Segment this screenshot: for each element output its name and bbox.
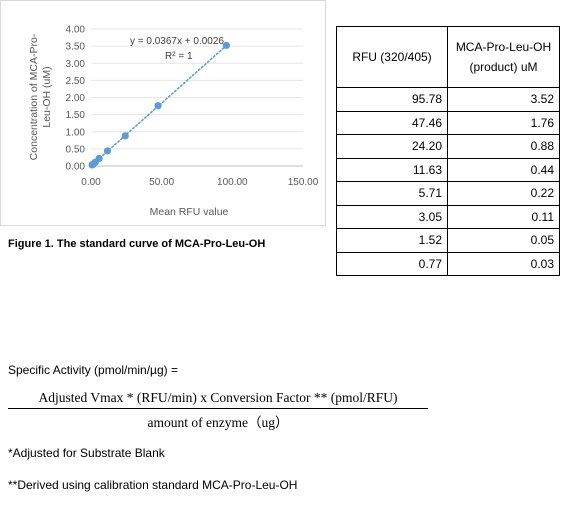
- rfu-cell: 5.71: [336, 181, 448, 206]
- rfu-cell: 0.77: [336, 251, 448, 276]
- table-row: 5.71 0.22: [336, 181, 560, 206]
- data-points: [88, 41, 230, 169]
- concentration-cell: 0.05: [447, 228, 560, 253]
- rfu-cell: 11.63: [336, 157, 448, 182]
- specific-activity-label: Specific Activity (pmol/min/µg) =: [8, 363, 178, 377]
- y-tick-label: 2.00: [66, 93, 86, 104]
- trendline: [90, 44, 228, 167]
- y-tick-label: 2.50: [66, 76, 86, 87]
- y-tick-label: 0.00: [66, 162, 86, 173]
- y-tick-label: 1.00: [66, 127, 86, 138]
- table-row: 3.05 0.11: [336, 204, 560, 229]
- r-squared-label: R² = 1: [165, 51, 193, 62]
- data-point: [154, 102, 162, 110]
- figure-caption: Figure 1. The standard curve of MCA-Pro-…: [8, 238, 266, 250]
- standard-curve-chart: 0.00 0.50 1.00 1.50 2.00 2.50 3.00 3.50 4.00 0.00…: [28, 25, 319, 219]
- rfu-cell: 1.52: [336, 228, 448, 253]
- table-row: 11.63 0.44: [336, 157, 560, 182]
- specific-activity-formula: Adjusted Vmax * (RFU/min) x Conversion F…: [8, 390, 428, 431]
- concentration-cell: 0.22: [447, 181, 560, 206]
- chart-panel: 0.00 0.50 1.00 1.50 2.00 2.50 3.00 3.50 4.00 0.00…: [0, 0, 326, 226]
- y-tick-label: 4.00: [66, 25, 86, 36]
- concentration-cell: 1.76: [447, 110, 560, 135]
- header-product-concentration: MCA-Pro-Leu-OH (product) uM: [447, 26, 560, 88]
- y-axis-title-line-1: Concentration of MCA-Pro-: [28, 33, 40, 160]
- rfu-cell: 47.46: [336, 110, 448, 135]
- concentration-cell: 0.11: [447, 204, 560, 229]
- x-tick-label: 100.00: [217, 177, 248, 188]
- table-row: 1.52 0.05: [336, 228, 560, 253]
- table-row: 24.20 0.88: [336, 134, 560, 159]
- footnote-substrate-blank: *Adjusted for Substrate Blank: [8, 446, 165, 460]
- table-header-row: RFU (320/405) MCA-Pro-Leu-OH (product) u…: [336, 26, 560, 88]
- x-tick-label: 0.00: [81, 177, 101, 188]
- y-axis-title-line-2: Leu-OH (uM): [41, 66, 53, 127]
- table-row: 95.78 3.52: [336, 87, 560, 112]
- tick-labels: 0.00 0.50 1.00 1.50 2.00 2.50 3.00 3.50 4.00 0.00…: [66, 25, 319, 189]
- fraction-bar: [8, 408, 428, 409]
- data-point: [121, 132, 129, 140]
- x-tick-label: 150.00: [288, 177, 319, 188]
- data-point: [88, 161, 96, 169]
- y-tick-label: 0.50: [66, 144, 86, 155]
- rfu-cell: 24.20: [336, 134, 448, 159]
- concentration-cell: 0.44: [447, 157, 560, 182]
- data-point: [103, 147, 112, 155]
- x-axis-title: Mean RFU value: [150, 206, 229, 218]
- formula-denominator: amount of enzyme（ug）: [147, 415, 289, 430]
- rfu-cell: 3.05: [336, 204, 448, 229]
- x-tick-label: 50.00: [149, 177, 174, 188]
- trendline-equation: y = 0.0367x + 0.0026: [130, 36, 224, 47]
- trendline-path: [90, 44, 228, 167]
- data-point: [222, 41, 230, 50]
- header-rfu: RFU (320/405): [336, 26, 448, 88]
- y-tick-label: 3.00: [66, 59, 86, 70]
- table-row: 0.77 0.03: [336, 251, 560, 276]
- y-tick-label: 1.50: [66, 110, 86, 121]
- gridlines: [91, 28, 303, 150]
- table-row: 47.46 1.76: [336, 110, 560, 135]
- formula-numerator: Adjusted Vmax * (RFU/min) x Conversion F…: [38, 390, 398, 405]
- calibration-table: RFU (320/405) MCA-Pro-Leu-OH (product) u…: [336, 26, 560, 276]
- rfu-cell: 95.78: [336, 87, 448, 112]
- concentration-cell: 0.03: [447, 251, 560, 276]
- y-tick-label: 3.50: [66, 42, 86, 53]
- footnote-calibration-standard: **Derived using calibration standard MCA…: [8, 478, 298, 492]
- concentration-cell: 0.88: [447, 134, 560, 159]
- concentration-cell: 3.52: [447, 87, 560, 112]
